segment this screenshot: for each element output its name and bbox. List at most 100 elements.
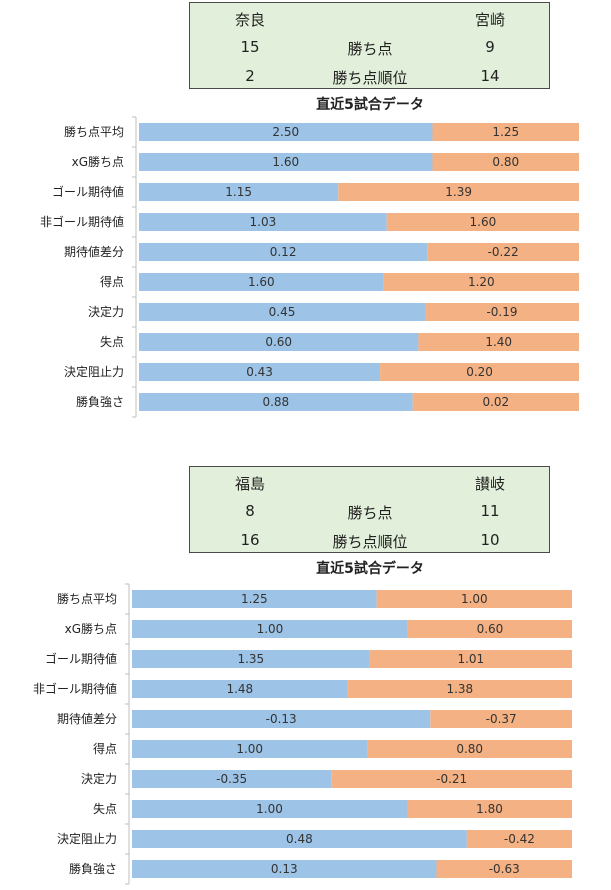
points-label: 勝ち点 bbox=[347, 40, 393, 58]
away-value-label: 0.60 bbox=[477, 622, 504, 636]
home-bar bbox=[132, 740, 368, 758]
away-value-label: 0.20 bbox=[466, 365, 493, 379]
category-label: 決定力 bbox=[88, 304, 124, 319]
away-bar bbox=[367, 740, 572, 758]
category-label: ゴール期待値 bbox=[45, 651, 117, 666]
category-label: 決定力 bbox=[81, 771, 117, 786]
rank-label: 勝ち点順位 bbox=[332, 533, 408, 551]
away-bar bbox=[369, 650, 572, 668]
category-label: 勝ち点平均 bbox=[64, 124, 124, 139]
away-value-label: 1.40 bbox=[485, 335, 512, 349]
home-value-label: 1.03 bbox=[250, 215, 277, 229]
away-team-name: 宮崎 bbox=[474, 11, 506, 29]
away-bar bbox=[425, 303, 579, 321]
home-value-label: -0.35 bbox=[216, 772, 247, 786]
away-value-label: 0.02 bbox=[482, 395, 509, 409]
away-value-label: 0.80 bbox=[492, 155, 519, 169]
home-value-label: 1.60 bbox=[248, 275, 275, 289]
home-value-label: 0.60 bbox=[265, 335, 292, 349]
home-team-name: 奈良 bbox=[234, 11, 266, 29]
away-bar bbox=[412, 393, 579, 411]
category-label: 得点 bbox=[100, 274, 124, 289]
away-value-label: 1.25 bbox=[492, 125, 519, 139]
home-value-label: 2.50 bbox=[272, 125, 299, 139]
home-bar bbox=[132, 860, 437, 878]
away-value-label: 1.00 bbox=[461, 592, 488, 606]
category-label: ゴール期待値 bbox=[52, 184, 124, 199]
away-value-label: -0.37 bbox=[486, 712, 517, 726]
away-value-label: -0.19 bbox=[486, 305, 517, 319]
away-bar bbox=[407, 800, 572, 818]
away-value-label: -0.63 bbox=[489, 862, 520, 876]
away-bar bbox=[347, 680, 572, 698]
home-bar bbox=[139, 363, 381, 381]
home-value-label: 1.00 bbox=[236, 742, 263, 756]
category-label: 決定阻止力 bbox=[64, 364, 124, 379]
away-bar bbox=[380, 363, 579, 381]
away-bar bbox=[418, 333, 579, 351]
chart-title: 直近5試合データ bbox=[316, 561, 424, 577]
chart-title: 直近5試合データ bbox=[316, 97, 424, 113]
away-bar bbox=[466, 830, 572, 848]
category-label: 失点 bbox=[93, 801, 117, 816]
home-value-label: 0.88 bbox=[262, 395, 289, 409]
category-label: 期待値差分 bbox=[64, 244, 124, 259]
away-bar bbox=[407, 620, 572, 638]
home-bar bbox=[139, 243, 428, 261]
home-bar bbox=[132, 800, 407, 818]
away-value-label: 1.01 bbox=[457, 652, 484, 666]
home-rank: 16 bbox=[240, 531, 260, 549]
team-info-panel: 奈良 宮崎 15 勝ち点 9 2 勝ち点順位 14 bbox=[189, 2, 550, 89]
away-value-label: 1.39 bbox=[445, 185, 472, 199]
points-label: 勝ち点 bbox=[347, 504, 393, 522]
team-info-panel: 福島 讃岐 8 勝ち点 11 16 勝ち点順位 10 bbox=[189, 466, 550, 553]
away-bar bbox=[383, 273, 579, 291]
home-value-label: 1.25 bbox=[241, 592, 268, 606]
home-value-label: 1.00 bbox=[256, 802, 283, 816]
away-team-name: 讃岐 bbox=[474, 475, 506, 493]
home-bar bbox=[139, 393, 413, 411]
home-bar bbox=[139, 273, 384, 291]
away-value-label: -0.42 bbox=[504, 832, 535, 846]
away-bar bbox=[376, 590, 572, 608]
home-team-name: 福島 bbox=[234, 475, 266, 493]
away-points: 9 bbox=[485, 38, 495, 56]
category-label: 勝負強さ bbox=[76, 394, 124, 409]
away-bar bbox=[436, 860, 572, 878]
away-bar bbox=[432, 153, 579, 171]
away-value-label: 1.38 bbox=[446, 682, 473, 696]
home-value-label: 0.43 bbox=[246, 365, 273, 379]
home-value-label: -0.13 bbox=[266, 712, 297, 726]
home-bar bbox=[132, 590, 377, 608]
home-value-label: 1.15 bbox=[225, 185, 252, 199]
home-bar bbox=[132, 650, 370, 668]
category-label: 勝負強さ bbox=[69, 861, 117, 876]
home-points: 8 bbox=[245, 502, 255, 520]
category-label: 非ゴール期待値 bbox=[33, 681, 117, 696]
match-block-1: 奈良 宮崎 15 勝ち点 9 2 勝ち点順位 14 直近5試合データ 勝ち点平均… bbox=[0, 0, 611, 430]
home-value-label: 1.48 bbox=[226, 682, 253, 696]
home-bar bbox=[132, 710, 431, 728]
home-value-label: 0.45 bbox=[269, 305, 296, 319]
away-value-label: 1.60 bbox=[470, 215, 497, 229]
away-value-label: 1.80 bbox=[476, 802, 503, 816]
home-value-label: 1.60 bbox=[272, 155, 299, 169]
away-bar bbox=[427, 243, 579, 261]
rank-label: 勝ち点順位 bbox=[332, 69, 408, 87]
home-bar bbox=[132, 770, 332, 788]
category-label: 失点 bbox=[100, 334, 124, 349]
category-label: xG勝ち点 bbox=[72, 154, 124, 169]
home-value-label: 0.12 bbox=[270, 245, 297, 259]
home-points: 15 bbox=[240, 38, 260, 56]
comparison-chart: 勝ち点平均 2.50 1.25 xG勝ち点 1.60 0.80 ゴール期待値 1.15 1.39… bbox=[40, 116, 579, 418]
away-bar bbox=[432, 123, 579, 141]
away-value-label: -0.22 bbox=[488, 245, 519, 259]
away-value-label: -0.21 bbox=[436, 772, 467, 786]
away-points: 11 bbox=[480, 502, 500, 520]
home-bar bbox=[139, 123, 433, 141]
category-label: xG勝ち点 bbox=[65, 621, 117, 636]
home-value-label: 1.00 bbox=[257, 622, 284, 636]
category-label: 期待値差分 bbox=[57, 711, 117, 726]
category-label: 得点 bbox=[93, 741, 117, 756]
category-label: 非ゴール期待値 bbox=[40, 214, 124, 229]
